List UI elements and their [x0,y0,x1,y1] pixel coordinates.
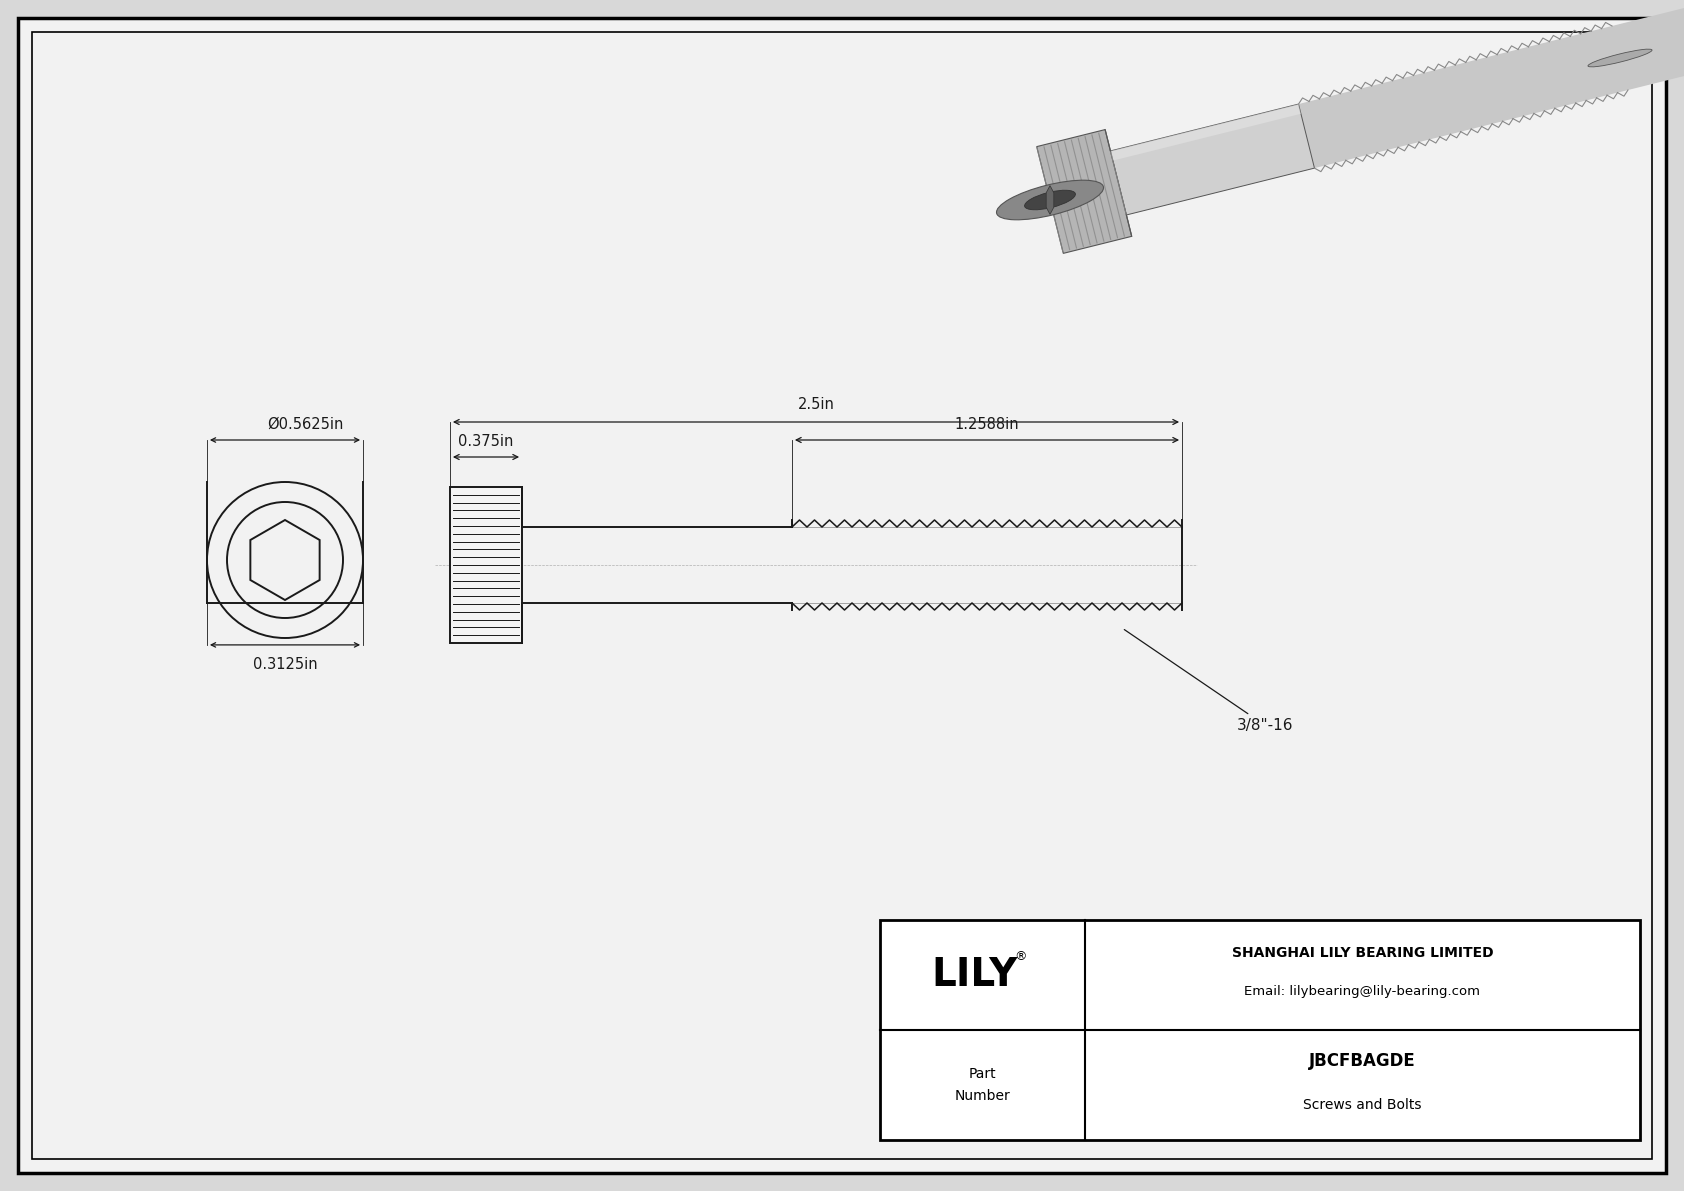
Polygon shape [1037,130,1132,254]
Text: 3/8"-16: 3/8"-16 [1125,630,1293,732]
Polygon shape [1046,186,1054,214]
Text: 0.3125in: 0.3125in [253,657,317,672]
Text: 0.375in: 0.375in [458,434,514,449]
Ellipse shape [997,180,1103,220]
Polygon shape [1298,0,1684,168]
Polygon shape [1110,104,1315,216]
Text: JBCFBAGDE: JBCFBAGDE [1308,1052,1416,1070]
Text: 1.2588in: 1.2588in [955,417,1019,432]
Text: Ø0.5625in: Ø0.5625in [266,417,344,432]
Bar [450,487,522,643]
Text: 2.5in: 2.5in [798,397,835,412]
Text: SHANGHAI LILY BEARING LIMITED: SHANGHAI LILY BEARING LIMITED [1231,946,1494,960]
Ellipse shape [1024,191,1076,210]
Text: LILY: LILY [931,956,1017,994]
Text: Part
Number: Part Number [955,1067,1010,1103]
Text: ®: ® [1014,950,1027,964]
Text: Screws and Bolts: Screws and Bolts [1303,1098,1421,1112]
Bar [881,919,1640,1140]
Ellipse shape [1588,49,1652,67]
Polygon shape [1110,104,1302,161]
Text: Email: lilybearing@lily-bearing.com: Email: lilybearing@lily-bearing.com [1244,985,1480,998]
